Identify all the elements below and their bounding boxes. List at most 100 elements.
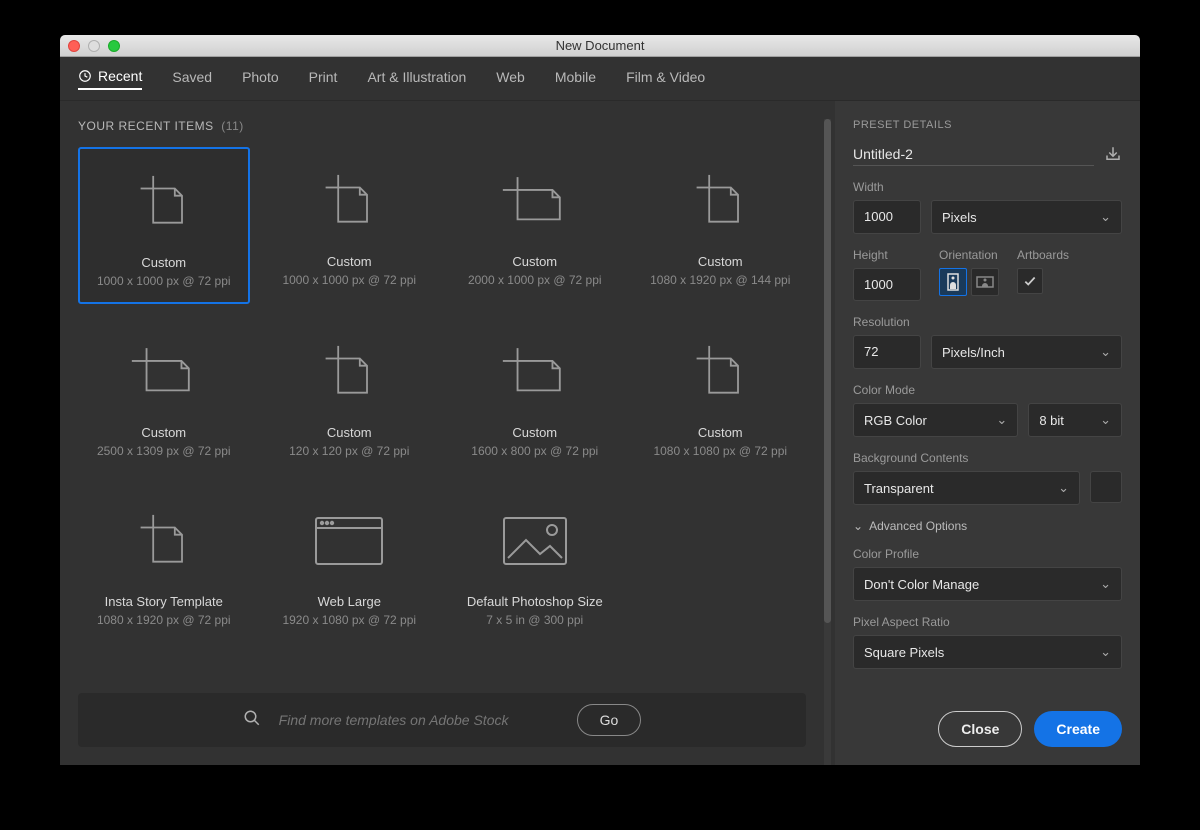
color-mode-select[interactable]: RGB Color ⌄ — [853, 403, 1018, 437]
preset-card[interactable]: Web Large 1920 x 1080 px @ 72 ppi — [264, 487, 436, 642]
preset-meta: 1080 x 1920 px @ 144 ppi — [650, 273, 790, 287]
preset-name: Custom — [327, 425, 372, 440]
background-swatch[interactable] — [1090, 471, 1122, 503]
color-profile-select[interactable]: Don't Color Manage ⌄ — [853, 567, 1122, 601]
chevron-down-icon: ⌄ — [1100, 412, 1111, 428]
preset-meta: 1920 x 1080 px @ 72 ppi — [282, 613, 416, 627]
recent-heading-label: YOUR RECENT ITEMS — [78, 119, 214, 133]
height-input[interactable]: 1000 — [853, 268, 921, 301]
aspect-ratio-label: Pixel Aspect Ratio — [853, 615, 1122, 629]
aspect-ratio-select[interactable]: Square Pixels ⌄ — [853, 635, 1122, 669]
width-unit-select[interactable]: Pixels ⌄ — [931, 200, 1122, 234]
browser-icon — [314, 506, 384, 576]
preset-scrollbar[interactable] — [824, 119, 831, 765]
color-depth-select[interactable]: 8 bit ⌄ — [1028, 403, 1122, 437]
tab-saved[interactable]: Saved — [172, 69, 212, 89]
doc-tall-icon — [693, 337, 747, 407]
download-preset-icon[interactable] — [1104, 145, 1122, 166]
preset-name: Custom — [512, 425, 557, 440]
width-input[interactable]: 1000 — [853, 200, 921, 234]
preset-meta: 1000 x 1000 px @ 72 ppi — [97, 274, 231, 288]
recent-heading: YOUR RECENT ITEMS (11) — [78, 119, 806, 133]
create-button[interactable]: Create — [1034, 711, 1122, 747]
chevron-down-icon: ⌄ — [853, 519, 863, 533]
document-name-field[interactable]: Untitled-2 — [853, 146, 1094, 166]
tab-recent[interactable]: Recent — [78, 68, 142, 90]
preset-card[interactable]: Custom 2500 x 1309 px @ 72 ppi — [78, 318, 250, 473]
preset-meta: 7 x 5 in @ 300 ppi — [486, 613, 583, 627]
tab-web[interactable]: Web — [496, 69, 525, 89]
presets-panel: YOUR RECENT ITEMS (11) Custom 1000 x 1000… — [60, 101, 824, 765]
recent-count: (11) — [221, 119, 243, 133]
search-icon — [243, 709, 261, 732]
preset-name: Custom — [698, 425, 743, 440]
chevron-down-icon: ⌄ — [1100, 209, 1111, 225]
resolution-label: Resolution — [853, 315, 1122, 329]
artboards-checkbox[interactable] — [1017, 268, 1043, 294]
doc-tall-icon — [693, 166, 747, 236]
chevron-down-icon: ⌄ — [1100, 344, 1111, 360]
preset-card[interactable]: Custom 1080 x 1920 px @ 144 ppi — [635, 147, 807, 304]
width-label: Width — [853, 180, 1122, 194]
preset-meta: 1000 x 1000 px @ 72 ppi — [282, 273, 416, 287]
new-document-window: New Document Recent Saved Photo Print Art & … — [60, 35, 1140, 765]
background-select[interactable]: Transparent ⌄ — [853, 471, 1080, 505]
preset-meta: 2500 x 1309 px @ 72 ppi — [97, 444, 231, 458]
preset-details-heading: PRESET DETAILS — [853, 119, 1122, 131]
doc-tall-icon — [322, 166, 376, 236]
preset-card[interactable]: Custom 1000 x 1000 px @ 72 ppi — [78, 147, 250, 304]
preset-card[interactable]: Default Photoshop Size 7 x 5 in @ 300 ppi — [449, 487, 621, 642]
category-tabs: Recent Saved Photo Print Art & Illustration W… — [60, 57, 1140, 101]
background-label: Background Contents — [853, 451, 1122, 465]
preset-card[interactable]: Custom 2000 x 1000 px @ 72 ppi — [449, 147, 621, 304]
preset-meta: 1080 x 1080 px @ 72 ppi — [653, 444, 787, 458]
preset-card[interactable]: Custom 1080 x 1080 px @ 72 ppi — [635, 318, 807, 473]
doc-wide-icon — [501, 337, 569, 407]
orientation-label: Orientation — [939, 248, 999, 262]
preset-name: Default Photoshop Size — [467, 594, 603, 609]
color-mode-label: Color Mode — [853, 383, 1122, 397]
preset-card[interactable]: Insta Story Template 1080 x 1920 px @ 72 … — [78, 487, 250, 642]
chevron-down-icon: ⌄ — [1058, 480, 1069, 496]
stock-search-bar: Go — [78, 693, 806, 747]
preset-card[interactable]: Custom 1000 x 1000 px @ 72 ppi — [264, 147, 436, 304]
preset-details-panel: PRESET DETAILS Untitled-2 Width 1000 Pix… — [835, 101, 1140, 765]
resolution-unit-select[interactable]: Pixels/Inch ⌄ — [931, 335, 1122, 369]
titlebar: New Document — [60, 35, 1140, 57]
tab-print[interactable]: Print — [309, 69, 338, 89]
tab-film-video[interactable]: Film & Video — [626, 69, 705, 89]
tab-photo[interactable]: Photo — [242, 69, 279, 89]
stock-go-button[interactable]: Go — [577, 704, 642, 736]
preset-name: Insta Story Template — [105, 594, 223, 609]
preset-name: Custom — [327, 254, 372, 269]
resolution-input[interactable]: 72 — [853, 335, 921, 369]
preset-meta: 2000 x 1000 px @ 72 ppi — [468, 273, 602, 287]
preset-card[interactable]: Custom 120 x 120 px @ 72 ppi — [264, 318, 436, 473]
preset-name: Custom — [512, 254, 557, 269]
doc-wide-icon — [501, 166, 569, 236]
preset-name: Web Large — [318, 594, 381, 609]
doc-wide-icon — [130, 337, 198, 407]
advanced-options-toggle[interactable]: ⌄ Advanced Options — [853, 519, 1122, 533]
close-button[interactable]: Close — [938, 711, 1022, 747]
doc-tall-icon — [322, 337, 376, 407]
preset-name: Custom — [698, 254, 743, 269]
preset-name: Custom — [141, 255, 186, 270]
preset-meta: 1600 x 800 px @ 72 ppi — [471, 444, 598, 458]
stock-search-input[interactable] — [279, 712, 559, 728]
artboards-label: Artboards — [1017, 248, 1069, 262]
height-label: Height — [853, 248, 921, 262]
chevron-down-icon: ⌄ — [1100, 644, 1111, 660]
preset-meta: 120 x 120 px @ 72 ppi — [289, 444, 409, 458]
window-title: New Document — [60, 38, 1140, 53]
orientation-portrait-button[interactable] — [939, 268, 967, 296]
tab-mobile[interactable]: Mobile — [555, 69, 596, 89]
preset-meta: 1080 x 1920 px @ 72 ppi — [97, 613, 231, 627]
chevron-down-icon: ⌄ — [1100, 576, 1111, 592]
preset-card[interactable]: Custom 1600 x 800 px @ 72 ppi — [449, 318, 621, 473]
preset-name: Custom — [141, 425, 186, 440]
preset-grid: Custom 1000 x 1000 px @ 72 ppi Custom 1000 … — [78, 147, 806, 679]
orientation-landscape-button[interactable] — [971, 268, 999, 296]
doc-tall-icon — [137, 167, 191, 237]
tab-art-illustration[interactable]: Art & Illustration — [367, 69, 466, 89]
